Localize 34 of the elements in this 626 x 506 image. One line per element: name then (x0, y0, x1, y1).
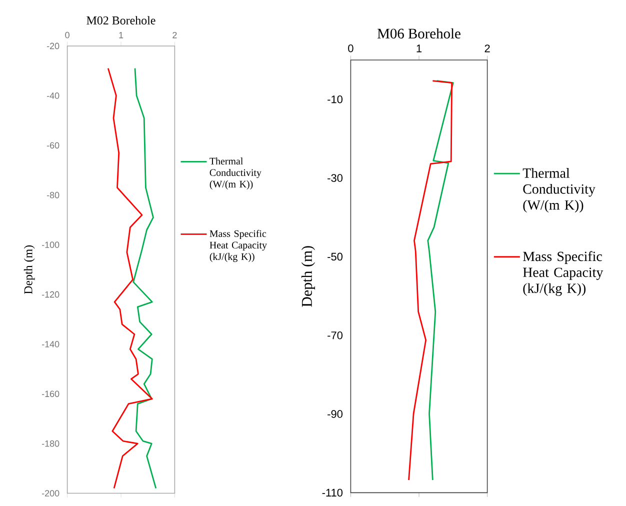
line-series (107, 68, 153, 490)
line-series (427, 80, 454, 481)
y-tick-label: -30 (328, 174, 342, 182)
chart-title: M02 Borehole (86, 16, 156, 24)
y-tick-label: -180 (42, 440, 60, 447)
y-tick-label: -200 (42, 490, 60, 496)
y-axis-title: Depth (m) (24, 245, 35, 294)
legend-label: Mass Specific Heat Capacity (kJ/(kg K)) (523, 251, 604, 296)
y-tick-label: -20 (46, 42, 60, 50)
x-tick-label: 0 (65, 32, 70, 38)
y-tick-label: -140 (42, 341, 60, 348)
legend-label: Thermal Conductivity (W/(m K)) (522, 168, 596, 213)
legend-label: Thermal Conductivity (W/(m K)) (210, 158, 262, 190)
y-tick-label: -110 (322, 488, 342, 497)
y-tick-label: -120 (42, 291, 60, 298)
y-tick-label: -100 (42, 242, 60, 248)
x-tick-label: 2 (172, 32, 177, 38)
y-tick-label: -10 (328, 95, 342, 104)
legend-label: Mass Specific Heat Capacity (kJ/(kg K)) (210, 230, 267, 262)
y-tick-label: -70 (328, 331, 342, 340)
x-tick-label: 1 (416, 44, 422, 52)
y-tick-label: -160 (42, 390, 60, 398)
y-tick-label: -80 (46, 192, 60, 198)
x-tick-label: 0 (348, 44, 354, 52)
y-tick-label: -90 (328, 410, 342, 418)
y-axis-title: Depth (m) (301, 246, 315, 307)
y-tick-label: -50 (328, 252, 342, 261)
x-tick-label: 2 (484, 44, 490, 52)
y-tick-label: -60 (46, 142, 60, 149)
line-series (132, 68, 157, 490)
line-series (408, 80, 452, 481)
chart-title: M06 Borehole (378, 28, 460, 38)
x-tick-label: 1 (119, 32, 124, 38)
y-tick-label: -40 (46, 92, 60, 99)
